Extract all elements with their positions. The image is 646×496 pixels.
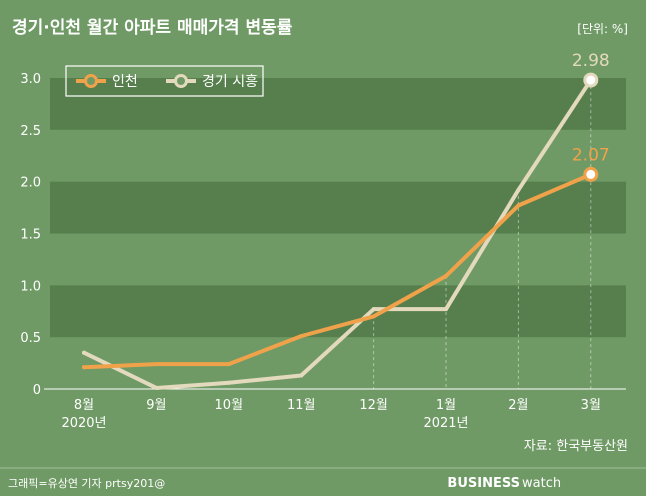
brand-logo-business: BUSINESS: [447, 476, 520, 491]
x-tick-label: 1월: [436, 398, 456, 413]
legend-swatch-marker-incheon: [84, 74, 98, 88]
x-tick-year-label: 2020년: [61, 416, 106, 431]
data-point: [444, 274, 448, 279]
data-point: [82, 365, 86, 370]
data-point: [82, 350, 86, 355]
x-tick-label: 11월: [287, 398, 316, 413]
data-point: [444, 307, 448, 312]
y-tick-label: 1.0: [20, 279, 41, 294]
end-point-marker: [583, 166, 599, 182]
data-point: [371, 307, 376, 312]
series-line-incheon: [82, 172, 593, 370]
graphic-credit: 그래픽=유상연 기자 prtsy201@: [8, 477, 165, 490]
brand-logo-watch: watch: [522, 476, 561, 491]
brand-logo: BUSINESS watch: [447, 476, 561, 491]
x-tick-label: 8월: [74, 398, 94, 413]
data-point: [226, 380, 231, 385]
data-point: [516, 187, 521, 192]
y-tick-label: 2.5: [20, 124, 41, 139]
data-point: [226, 362, 231, 367]
unit-label: [단위: %]: [577, 22, 628, 36]
y-tick-label: 2.0: [20, 176, 41, 191]
data-point: [371, 314, 376, 319]
x-tick-label: 3월: [581, 398, 601, 413]
series-line-siheung: [82, 78, 593, 390]
grid-band: [50, 78, 626, 130]
legend-swatch-marker-siheung: [174, 74, 188, 88]
y-tick-label: 0.5: [20, 331, 41, 346]
x-tick-label: 2월: [508, 398, 528, 413]
data-point: [299, 373, 304, 378]
end-value-label: 2.98: [572, 51, 610, 71]
x-tick-label: 10월: [215, 398, 244, 413]
end-value-label: 2.07: [572, 145, 610, 165]
legend-label-incheon: 인천: [112, 74, 138, 90]
legend-label-siheung: 경기 시흥: [202, 74, 258, 90]
end-point-marker: [583, 72, 599, 88]
source-label: 자료: 한국부동산원: [524, 439, 628, 454]
x-tick-label: 12월: [359, 398, 388, 413]
data-point: [154, 362, 159, 367]
data-point: [516, 203, 521, 208]
y-tick-label: 0: [33, 383, 41, 398]
y-tick-label: 1.5: [20, 228, 41, 243]
data-point: [154, 385, 159, 390]
x-tick-year-label: 2021년: [423, 416, 468, 431]
grid-band: [50, 181, 626, 234]
legend-box: [65, 65, 264, 97]
y-tick-label: 3.0: [20, 72, 41, 87]
legend: 인천 경기 시흥: [65, 65, 264, 97]
chart-title: 경기·인천 월간 아파트 매매가격 변동률: [12, 18, 293, 38]
x-tick-label: 9월: [146, 398, 166, 413]
grid-band: [50, 285, 626, 338]
data-point: [299, 334, 304, 339]
